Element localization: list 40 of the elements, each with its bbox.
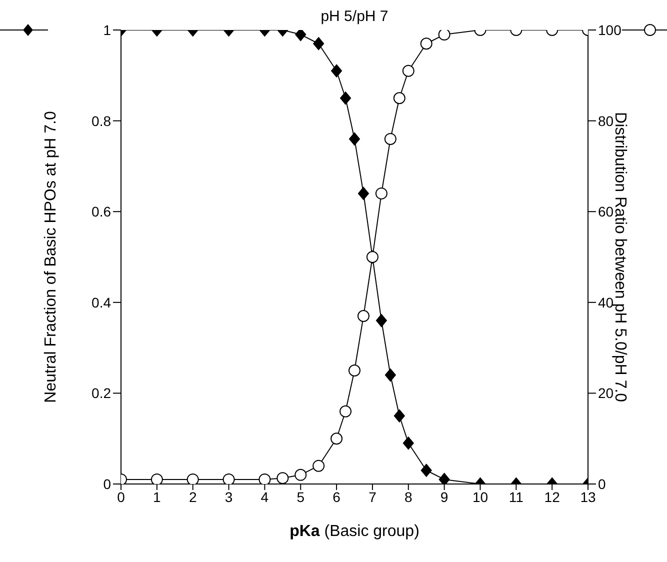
x-tick-label: 13 — [580, 488, 596, 505]
y2-tick-label: 80 — [598, 112, 614, 129]
point — [402, 64, 414, 77]
point — [384, 132, 396, 145]
y-tick-label: 0.8 — [92, 112, 112, 129]
chart-title: pH 5/pH 7 — [320, 8, 390, 26]
y-tick-label: 0 — [103, 476, 112, 492]
y2-tick-label: 60 — [598, 204, 614, 220]
x-tick-label: 10 — [472, 488, 488, 505]
x-tick-label: 6 — [332, 488, 341, 505]
point — [348, 364, 360, 376]
y-tick-label: 0.6 — [92, 204, 112, 220]
point — [330, 432, 343, 445]
y-tick-label: 1 — [103, 22, 112, 38]
x-tick-label: 1 — [153, 488, 162, 505]
y2-tick-label: 0 — [598, 476, 606, 492]
x-tick-label: 12 — [544, 488, 560, 505]
y-axis-title: Neutral Fraction of Basic HPOs at pH 7.0 — [42, 111, 60, 403]
x-tick-label: 3 — [224, 488, 233, 505]
x-tick-label: 8 — [404, 488, 412, 505]
x-tick-label: 9 — [440, 488, 448, 505]
x-tick-label: 0 — [117, 488, 126, 505]
point — [340, 405, 352, 418]
point — [312, 460, 325, 472]
x-tick-label: 5 — [296, 488, 305, 505]
y-tick-label: 0.4 — [92, 294, 112, 310]
x-tick-label: 7 — [368, 488, 377, 505]
point — [375, 187, 388, 200]
point — [420, 38, 432, 50]
x-tick-label: 2 — [188, 488, 197, 505]
x-tick-label: 11 — [508, 488, 524, 505]
point — [357, 310, 370, 322]
y-tick-label: 0.2 — [92, 385, 112, 402]
y2-tick-label: 100 — [598, 22, 622, 38]
y2-tick-label: 40 — [598, 294, 614, 310]
x-tick-label: 4 — [260, 488, 269, 505]
y2-tick-label: 20 — [598, 385, 614, 402]
point — [294, 468, 307, 481]
point — [393, 92, 406, 104]
x-axis-title: pKa (Basic group) — [290, 523, 420, 540]
